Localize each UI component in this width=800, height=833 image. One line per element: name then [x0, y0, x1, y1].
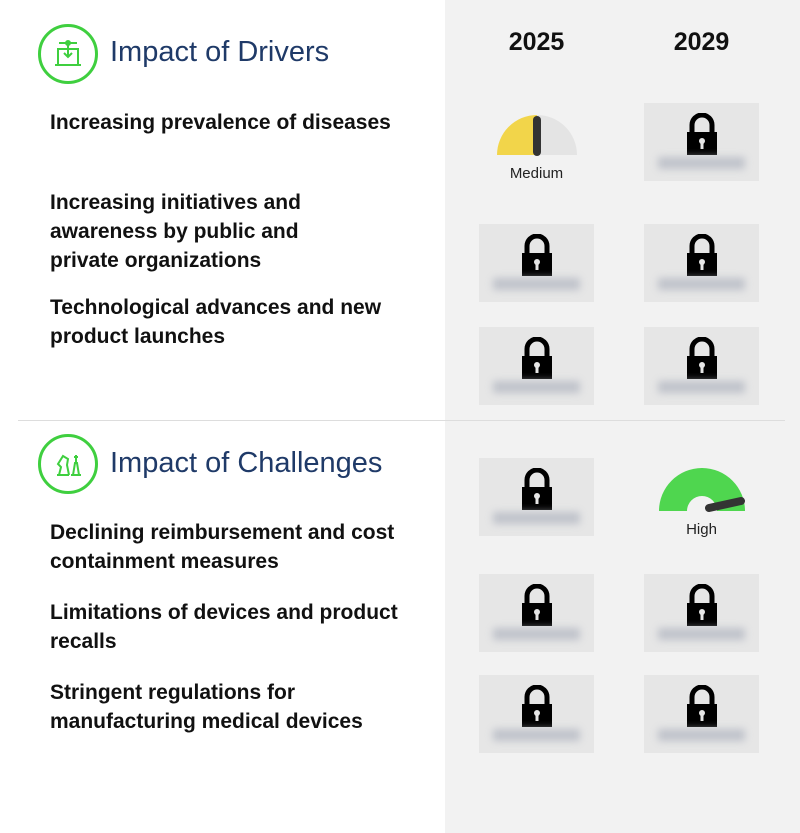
section-divider: [18, 420, 785, 421]
blurred-text: [493, 628, 580, 640]
locked-value[interactable]: [644, 224, 759, 302]
blurred-text: [658, 381, 745, 393]
locked-value[interactable]: [479, 224, 594, 302]
blurred-text: [493, 512, 580, 524]
lock-icon: [521, 337, 552, 379]
challenges-title: Impact of Challenges: [110, 447, 383, 479]
locked-value[interactable]: [644, 103, 759, 181]
driver-label: Increasing prevalence of diseases: [50, 111, 391, 134]
blurred-text: [658, 278, 745, 290]
challenge-label: Declining reimbursement and cost contain…: [50, 521, 395, 573]
lock-icon: [686, 337, 717, 379]
locked-value[interactable]: [644, 327, 759, 405]
lock-icon: [686, 584, 717, 626]
impact-level: Medium: [509, 165, 564, 182]
lock-icon: [521, 468, 552, 510]
lock-icon: [686, 113, 717, 155]
blurred-text: [493, 381, 580, 393]
locked-value[interactable]: [644, 574, 759, 652]
locked-value[interactable]: [479, 327, 594, 405]
lock-icon: [521, 685, 552, 727]
blurred-text: [493, 729, 580, 741]
column-header-2029: 2029: [673, 28, 730, 56]
locked-value[interactable]: [644, 675, 759, 753]
driver-label: Increasing initiatives and awareness by …: [50, 191, 301, 272]
tech-device-icon: [38, 24, 98, 84]
lock-icon: [686, 234, 717, 276]
blurred-text: [493, 278, 580, 290]
impact-level: High: [686, 521, 717, 538]
blurred-text: [658, 157, 745, 169]
lock-icon: [521, 584, 552, 626]
chess-pieces-icon: [38, 434, 98, 494]
challenge-label: Stringent regulations for manufacturing …: [50, 681, 363, 733]
column-header-2025: 2025: [508, 28, 565, 56]
blurred-text: [658, 628, 745, 640]
locked-value[interactable]: [479, 675, 594, 753]
driver-label: Technological advances and new product l…: [50, 296, 382, 348]
impact-gauge-medium: Medium: [479, 112, 594, 182]
lock-icon: [521, 234, 552, 276]
challenge-label: Limitations of devices and product recal…: [50, 601, 398, 653]
lock-icon: [686, 685, 717, 727]
locked-value[interactable]: [479, 574, 594, 652]
locked-value[interactable]: [479, 458, 594, 536]
drivers-title: Impact of Drivers: [110, 36, 330, 68]
blurred-text: [658, 729, 745, 741]
impact-gauge-high: High: [644, 466, 759, 538]
